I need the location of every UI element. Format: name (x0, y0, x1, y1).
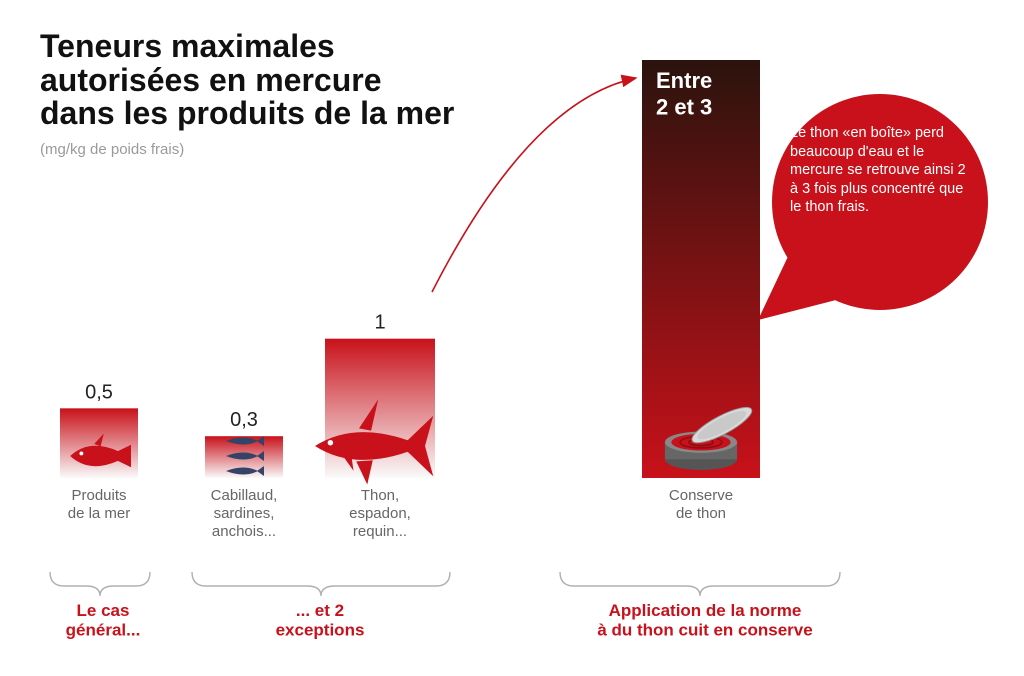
cat-label-c1: Produitsde la mer (68, 487, 131, 522)
bar-value-c4: Entre2 et 3 (656, 68, 712, 119)
arrow (432, 78, 636, 292)
brace-label-b3: Application de la normeà du thon cuit en… (597, 601, 812, 640)
callout-text-wrap: Le thon «en boîte» perd beaucoup d'eau e… (790, 124, 970, 292)
cat-label-c2: Cabillaud,sardines,anchois... (211, 487, 278, 540)
brace-b1 (50, 572, 150, 596)
callout-text: Le thon «en boîte» perd beaucoup d'eau e… (790, 124, 970, 217)
svg-layer: Le thon «en boîte» perd beaucoup d'eau e… (0, 0, 1024, 676)
brace-b3 (560, 572, 840, 596)
brace-b2 (192, 572, 450, 596)
brace-label-b1: Le casgénéral... (66, 601, 141, 640)
bar-value-c2: 0,3 (230, 409, 258, 431)
cat-label-c3: Thon,espadon,requin... (349, 487, 411, 540)
brace-label-b2: ... et 2exceptions (276, 601, 365, 640)
cat-label-c4: Conservede thon (669, 487, 733, 522)
stage: Le thon «en boîte» perd beaucoup d'eau e… (0, 0, 1024, 676)
bar-value-c3: 1 (374, 312, 385, 334)
bar-value-c1: 0,5 (85, 381, 113, 403)
